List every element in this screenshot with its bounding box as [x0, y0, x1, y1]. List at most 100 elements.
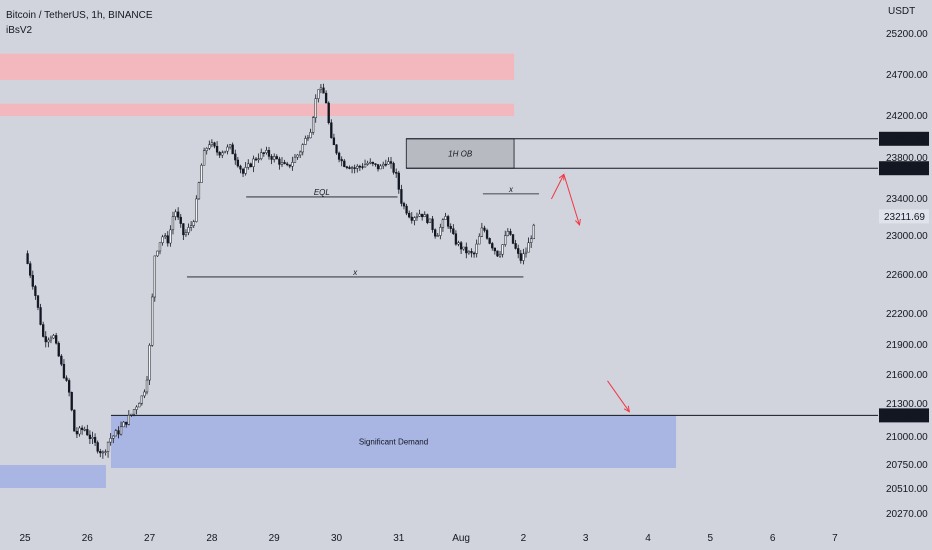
y-tick-label: 25200.00 [886, 29, 928, 40]
candle-body-18 [73, 409, 76, 432]
chart-title: Bitcoin / TetherUS, 1h, BINANCE [6, 10, 153, 21]
candle-body-104 [296, 154, 299, 158]
candle-body-81 [236, 159, 240, 167]
candle-body-41 [132, 409, 136, 415]
level-tag-0: 23982.89 [884, 134, 926, 145]
candle-body-169 [465, 246, 468, 254]
y-tick-label: 23000.00 [886, 231, 928, 242]
level-tag-bg-0 [879, 131, 929, 146]
candle-body-124 [348, 167, 351, 169]
x-tick-label: 31 [393, 533, 405, 544]
candle-body-50 [156, 250, 159, 257]
candle-body-91 [262, 152, 265, 154]
candle-body-54 [166, 235, 169, 244]
candle-body-177 [485, 230, 489, 239]
candle-body-21 [80, 427, 84, 430]
candle-body-128 [358, 165, 362, 168]
candle-body-182 [498, 253, 502, 257]
candle-body-146 [405, 205, 408, 214]
x-tick-label: 25 [19, 533, 31, 544]
x-tick-label: 27 [144, 533, 156, 544]
candle-body-61 [184, 232, 188, 236]
candle-body-71 [210, 142, 214, 146]
candle-body-114 [322, 87, 325, 94]
x-tick-label: 3 [583, 533, 589, 544]
candle-body-190 [519, 253, 522, 261]
candle-body-195 [532, 224, 535, 240]
x-tick-label: 7 [832, 533, 838, 544]
candle-body-32 [109, 438, 112, 443]
candle-body-132 [369, 161, 372, 164]
candle-body-153 [423, 214, 426, 218]
candle-body-138 [384, 163, 387, 166]
candle-body-150 [415, 216, 419, 218]
candle-body-73 [215, 145, 219, 153]
y-tick-label: 24200.00 [886, 111, 928, 122]
candle-body-95 [273, 156, 276, 160]
candle-body-67 [200, 164, 203, 183]
candle-body-121 [340, 159, 343, 162]
candle-body-48 [151, 296, 154, 346]
candle-body-90 [260, 152, 263, 159]
candle-body-15 [65, 377, 68, 381]
candle-body-173 [475, 243, 478, 254]
candle-body-147 [408, 212, 411, 218]
candle-body-74 [218, 151, 221, 156]
candle-body-34 [114, 430, 118, 437]
candle-body-5 [39, 307, 42, 325]
level-tag-bg-1 [879, 161, 929, 176]
y-tick-label: 23400.00 [886, 194, 928, 205]
candle-body-133 [371, 161, 374, 164]
candle-body-110 [311, 117, 315, 133]
candle-body-98 [280, 162, 284, 165]
candle-body-78 [228, 144, 232, 148]
y-tick-label: 21600.00 [886, 370, 928, 381]
candle-body-40 [130, 413, 133, 416]
candle-body-180 [493, 247, 496, 252]
candle-body-37 [122, 421, 125, 428]
candle-body-166 [457, 242, 460, 245]
candle-body-140 [389, 161, 393, 164]
x-tick-label: 29 [269, 533, 281, 544]
candle-body-171 [470, 251, 473, 254]
candle-body-94 [270, 156, 273, 160]
candle-body-26 [93, 437, 97, 443]
candle-body-25 [91, 437, 94, 439]
candle-body-75 [221, 152, 224, 156]
level-tag-1: 23700.37 [884, 164, 926, 175]
candle-body-137 [382, 163, 385, 167]
candle-body-43 [138, 402, 141, 408]
candle-body-187 [511, 234, 515, 244]
candle-body-123 [345, 166, 349, 168]
candle-body-8 [47, 339, 50, 343]
candle-body-188 [514, 243, 517, 249]
x-tick-label: 2 [521, 533, 527, 544]
y-axis[interactable]: USDT 25200.00 24700.00 24200.00 23800.00 234… [886, 6, 928, 520]
candle-body-80 [234, 153, 237, 161]
current-price-tag-bg [879, 209, 929, 224]
candle-body-179 [491, 243, 494, 249]
candle-body-57 [174, 211, 177, 217]
candle-body-186 [509, 231, 512, 235]
candle-body-193 [527, 242, 530, 253]
candle-body-64 [192, 221, 195, 226]
candle-body-184 [504, 235, 507, 245]
indicator-label: iBsV2 [6, 25, 33, 36]
candle-body-49 [153, 255, 156, 298]
y-tick-label: 21000.00 [886, 432, 928, 443]
y-tick-label: 22600.00 [886, 270, 928, 281]
candle-body-70 [208, 144, 211, 149]
x-tick-label: 30 [331, 533, 343, 544]
candle-body-154 [426, 214, 429, 223]
candles-layer [26, 83, 535, 459]
candle-body-134 [374, 163, 377, 165]
candle-body-118 [332, 137, 336, 146]
x-axis[interactable]: 25 26 27 28 29 30 31 Aug 2 3 4 5 6 7 [19, 533, 838, 544]
candle-body-53 [164, 235, 167, 238]
candle-body-1 [29, 263, 32, 276]
candle-body-79 [231, 144, 234, 155]
candle-body-141 [392, 163, 395, 173]
candle-body-97 [278, 158, 281, 165]
candle-body-189 [517, 248, 520, 254]
